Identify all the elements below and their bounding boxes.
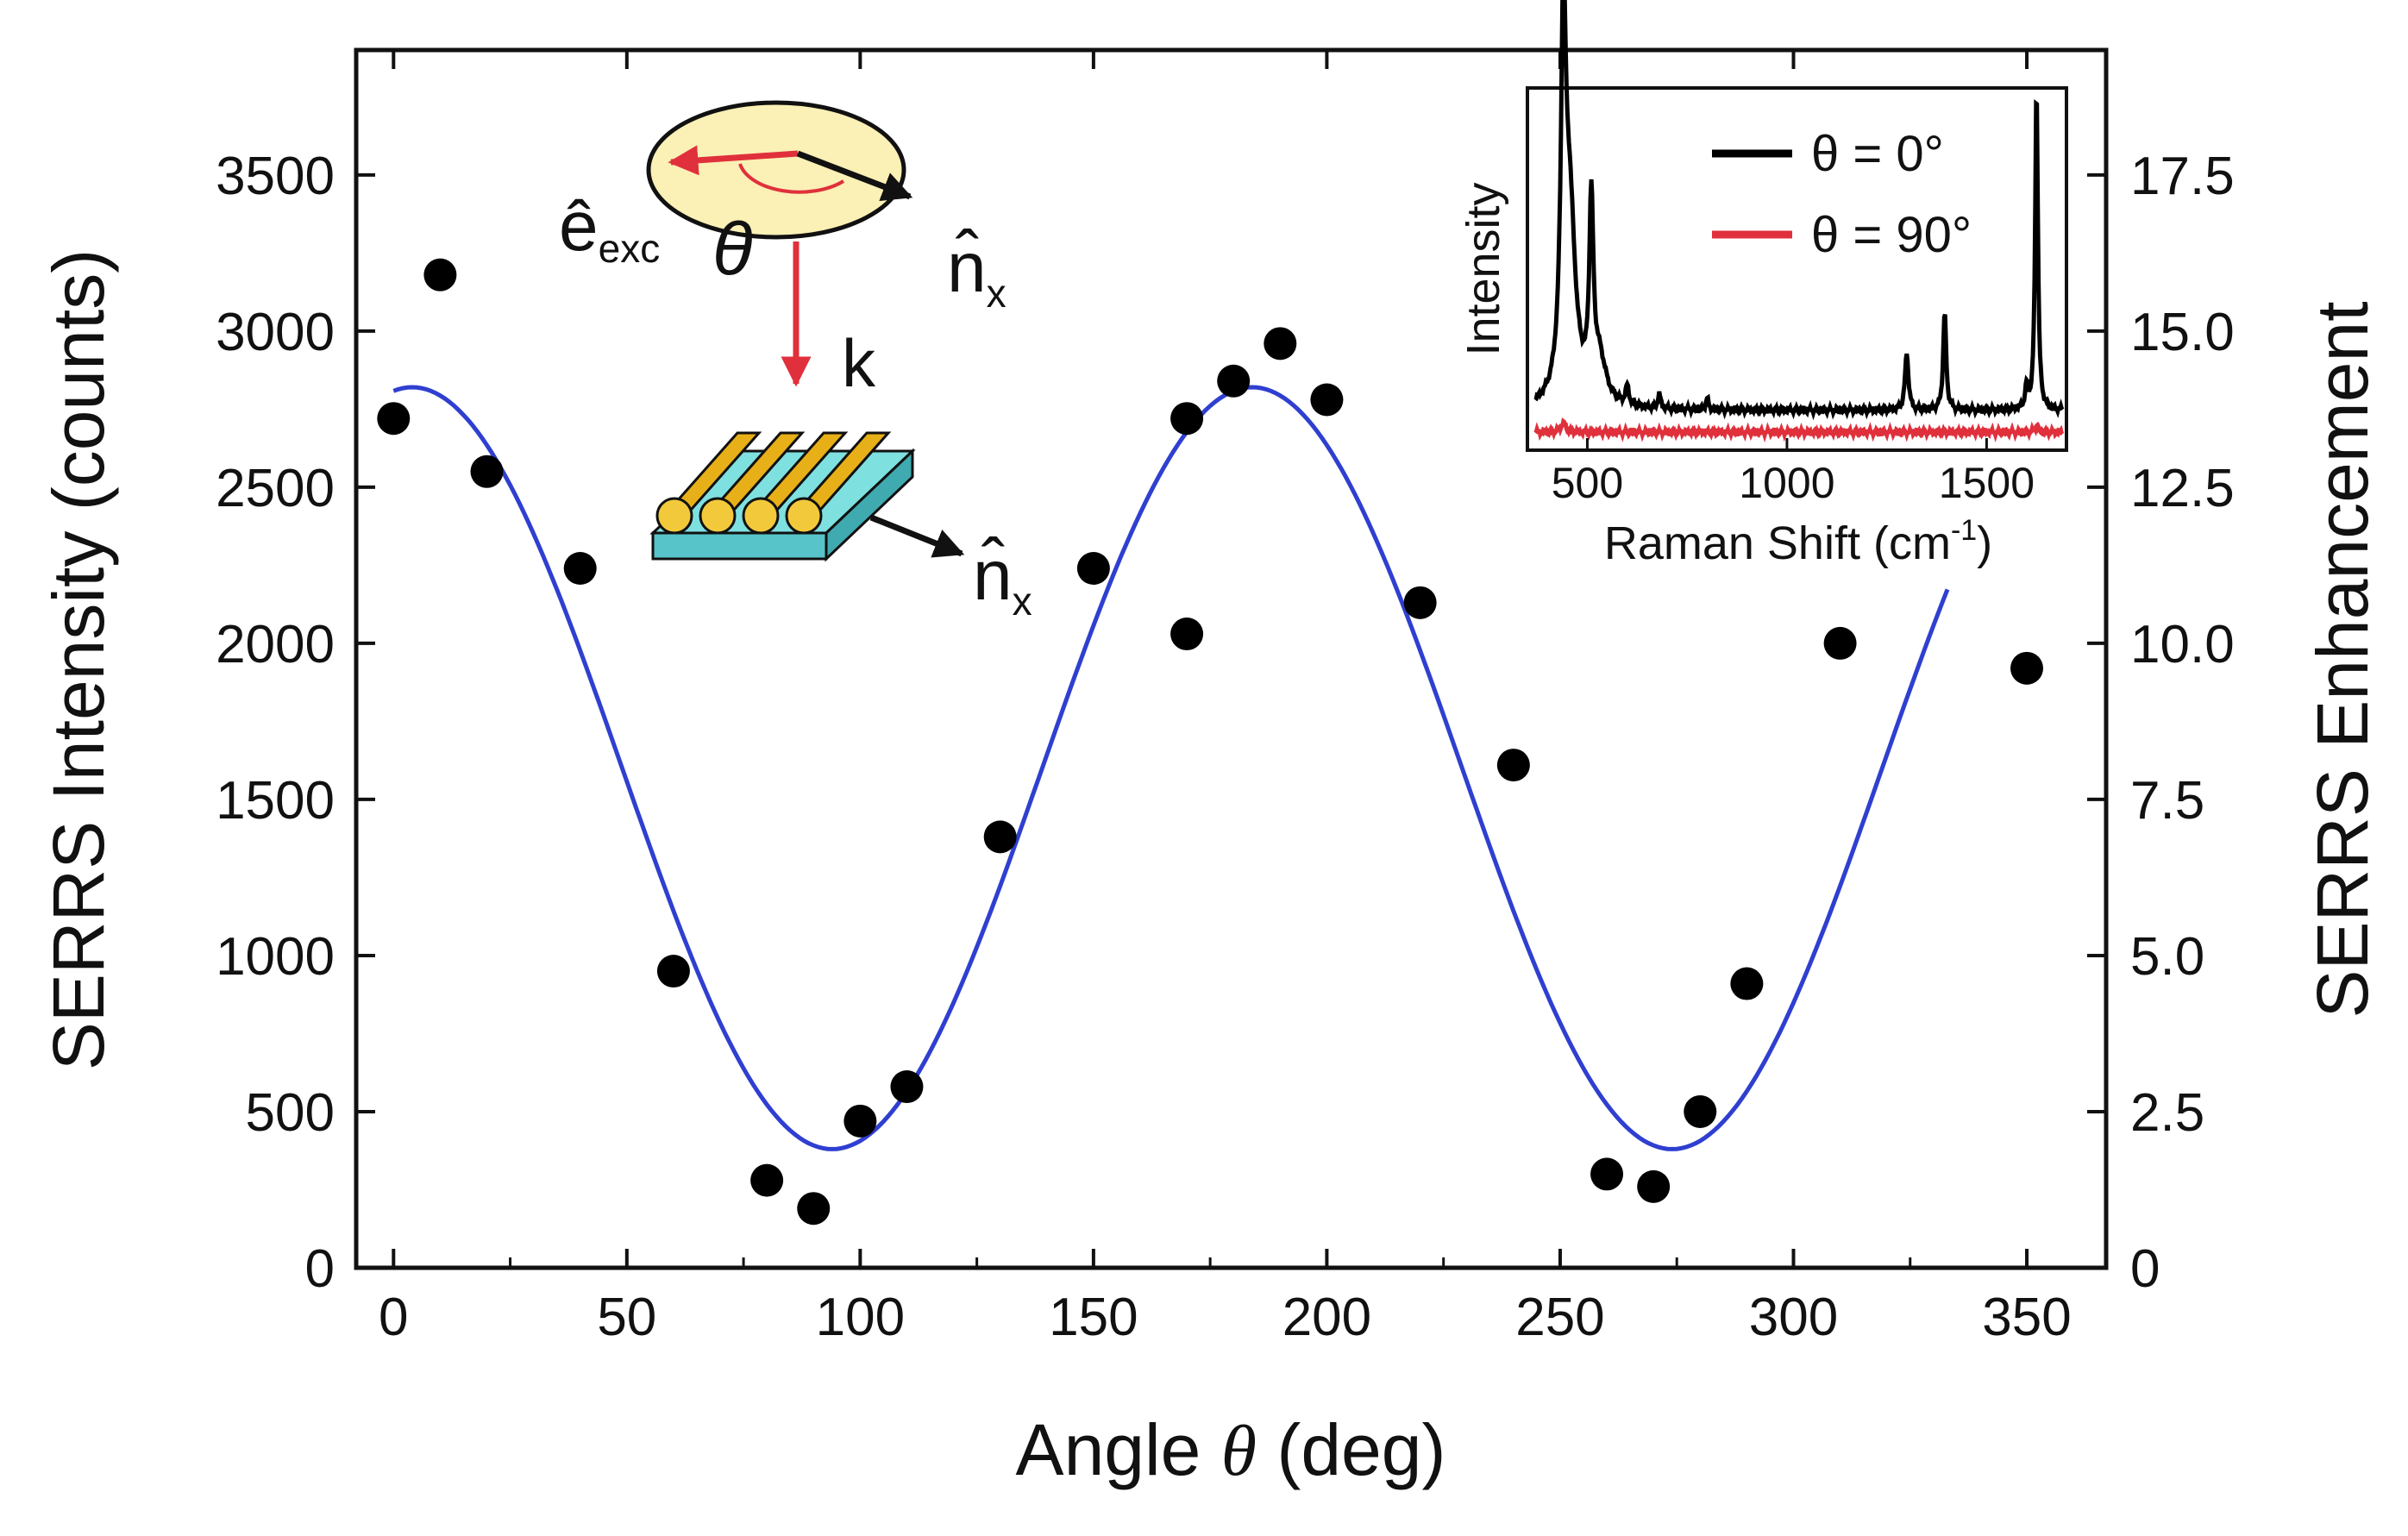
y-tick-label: 500 — [246, 1083, 335, 1143]
y2-tick-label: 5.0 — [2130, 927, 2204, 987]
inset-x-tick-label: 1500 — [1939, 459, 2035, 507]
inset-ticks: 500 1000 1500 — [1552, 438, 2035, 507]
data-point — [2010, 651, 2044, 685]
y2-axis-title: SERRS Enhancement — [2302, 301, 2383, 1018]
inset-x-tick-label: 1000 — [1739, 459, 1834, 507]
data-point — [797, 1192, 831, 1226]
inset-spectra — [1533, 0, 2065, 443]
theta-label: θ — [712, 208, 753, 291]
y-tick-label: 3000 — [216, 303, 335, 362]
inset-x-tick-label: 500 — [1552, 459, 1623, 507]
x-tick-label: 100 — [816, 1288, 905, 1347]
n-x-arrow-bottom — [869, 514, 965, 558]
data-point — [1403, 586, 1437, 619]
legend-label-0deg: θ = 0° — [1811, 126, 1944, 182]
theta-arc — [738, 163, 845, 194]
x-tick-label: 200 — [1282, 1288, 1371, 1347]
plot-frame — [354, 47, 2109, 1270]
legend-label-90deg: θ = 90° — [1811, 207, 1972, 263]
data-point — [750, 1163, 784, 1197]
inset-y-label: Intensity — [1458, 182, 1509, 355]
data-point — [983, 820, 1017, 854]
y-tick-label: 2500 — [216, 459, 335, 518]
y-tick-label: 2000 — [216, 615, 335, 674]
inset-frame — [1526, 86, 2068, 452]
y2-tick-label: 15.0 — [2130, 303, 2235, 362]
data-point — [890, 1070, 924, 1104]
data-point — [1684, 1094, 1717, 1128]
x-tick-label: 150 — [1049, 1288, 1138, 1347]
data-point — [1730, 967, 1764, 1000]
y2-tick-label: 0 — [2130, 1239, 2160, 1299]
x-tick-label: 0 — [379, 1288, 408, 1347]
data-points — [377, 258, 2044, 1226]
e-exc-arrow — [668, 145, 799, 176]
data-point — [470, 455, 504, 488]
data-point — [1217, 364, 1251, 398]
data-point — [1823, 626, 1857, 660]
x-axis-title: Angle θ (deg) — [1016, 1409, 1446, 1491]
inset-series-line — [1533, 417, 2065, 443]
k-label: k — [842, 325, 876, 401]
n-x-arrow-top — [796, 150, 913, 202]
nanorods — [655, 431, 892, 535]
data-point — [843, 1104, 877, 1138]
y2-tick-label: 12.5 — [2130, 459, 2235, 518]
x-tick-label: 350 — [1982, 1288, 2071, 1347]
polarization-disk — [646, 100, 906, 240]
inset-legend: θ = 0° θ = 90° — [1712, 126, 1972, 263]
data-point — [1170, 402, 1204, 436]
data-point — [1590, 1157, 1624, 1191]
data-point — [563, 552, 597, 586]
y-tick-label: 0 — [305, 1239, 335, 1299]
y-axis-title: SERRS Intensity (counts) — [38, 249, 119, 1070]
inset-series-line — [1533, 0, 2065, 421]
fit-curve — [392, 385, 1950, 1151]
substrate-front — [651, 531, 828, 561]
data-point — [1264, 327, 1297, 360]
n-x-label-top: n̂x — [947, 228, 1006, 316]
x-tick-label: 250 — [1515, 1288, 1604, 1347]
y2-tick-label: 10.0 — [2130, 615, 2235, 674]
raman-inset: 500 1000 1500 Intensity Raman Shift (cm-1)… — [1458, 0, 2068, 569]
y2-tick-label: 2.5 — [2130, 1083, 2204, 1143]
inset-x-label: Raman Shift (cm-1) — [1604, 514, 1992, 569]
substrate-side — [825, 448, 914, 562]
schematic: êexc θ k n̂x n̂x — [559, 100, 1032, 624]
x-tick-label: 300 — [1749, 1288, 1838, 1347]
data-point — [656, 955, 690, 988]
x-tick-label: 50 — [597, 1288, 656, 1347]
data-point — [423, 258, 457, 292]
e-exc-label: êexc — [559, 187, 660, 271]
data-point — [1637, 1169, 1671, 1203]
n-x-label-bottom: n̂x — [973, 536, 1032, 624]
data-point — [1170, 618, 1204, 651]
data-point — [1496, 749, 1530, 782]
data-point — [1076, 552, 1110, 586]
data-point — [377, 402, 411, 436]
y-tick-label: 1500 — [216, 771, 335, 831]
axis-ticks: 0 50 100 150 200 250 300 3500500100015002000250… — [216, 50, 2235, 1347]
y2-tick-label: 17.5 — [2130, 147, 2235, 206]
y-tick-label: 3500 — [216, 147, 335, 206]
y2-tick-label: 7.5 — [2130, 771, 2204, 831]
y-tick-label: 1000 — [216, 927, 335, 987]
data-point — [1310, 383, 1344, 417]
